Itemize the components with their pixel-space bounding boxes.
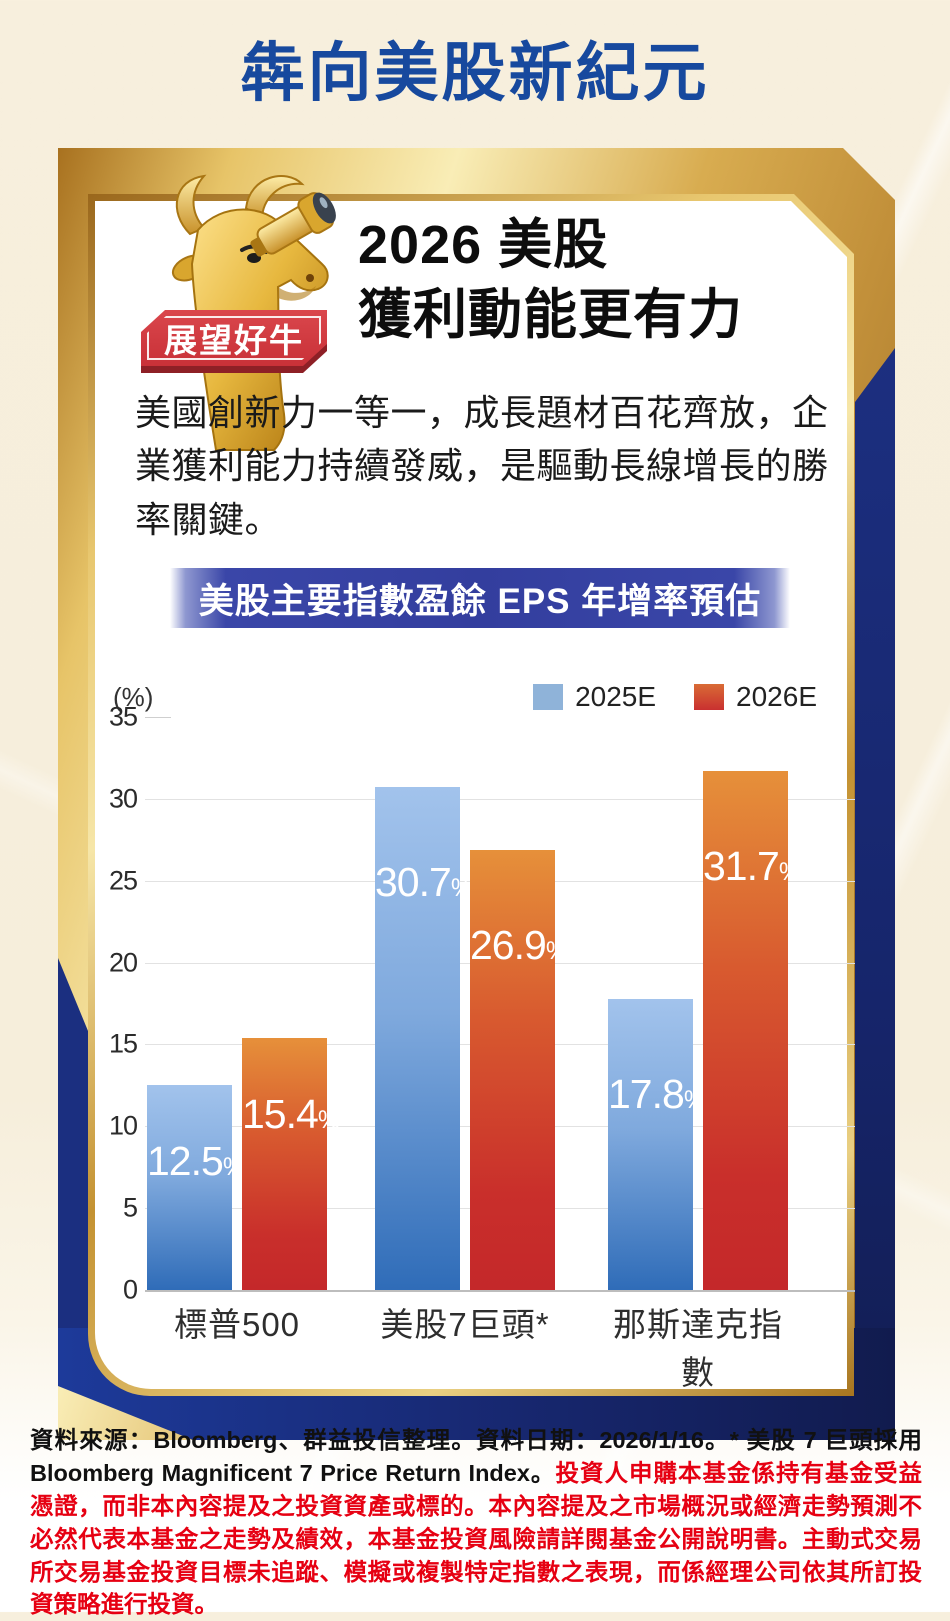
gridline	[145, 798, 855, 800]
bar-group: 30.7% 26.9%	[375, 717, 568, 1290]
card-body-text: 美國創新力一等一，成長題材百花齊放，企業獲利能力持續發威，是驅動長線增長的勝率關…	[135, 392, 829, 540]
bar-2025E: 17.8%	[608, 998, 706, 1290]
bar-2026E: 26.9%	[470, 849, 568, 1290]
x-axis-category-label: 美股7巨頭*	[380, 1306, 550, 1343]
footer-source-text: 資料來源：Bloomberg、群益投信整理。資料日期：2026/1/16。* 美…	[30, 1427, 922, 1486]
bar-value-label: 26.9%	[470, 921, 568, 968]
footer-disclaimer: 資料來源：Bloomberg、群益投信整理。資料日期：2026/1/16。* 美…	[30, 1424, 922, 1621]
bar-2026E: 15.4%	[242, 1037, 340, 1290]
y-axis-tick: 20	[108, 947, 138, 978]
badge-label: 展望好牛	[164, 322, 304, 359]
legend-item-2025E: 2025E	[533, 681, 656, 713]
bar-2025E: 30.7%	[375, 787, 473, 1290]
y-axis-tick: 35	[108, 701, 138, 732]
page-title: 犇向美股新紀元	[240, 37, 710, 109]
bar-value-label: 30.7%	[375, 859, 473, 906]
card-heading: 2026 美股 獲利動能更有力	[358, 210, 828, 350]
y-axis-tick: 0	[122, 1274, 138, 1305]
chart-title-banner: 美股主要指數盈餘 EPS 年增率預估	[170, 568, 790, 628]
gridline	[145, 717, 171, 718]
y-axis-tick: 15	[108, 1028, 138, 1059]
card-heading-line2: 獲利動能更有力	[358, 285, 743, 346]
y-axis-tick: 10	[108, 1110, 138, 1141]
chart-title: 美股主要指數盈餘 EPS 年增率預估	[198, 581, 762, 621]
telescope-icon	[250, 192, 336, 257]
eps-bar-chart: (%) 2025E 2026E 0 5 10 15 20 25 30 35 標普500 12.5% 1…	[105, 655, 865, 1391]
axis-baseline	[145, 1290, 855, 1292]
legend-label: 2026E	[736, 681, 817, 712]
badge-inner-border	[147, 316, 321, 360]
legend-item-2026E: 2026E	[694, 681, 817, 713]
y-axis-tick: 30	[108, 783, 138, 814]
legend-swatch	[533, 684, 564, 710]
legend-swatch	[694, 684, 725, 710]
bar-value-label: 12.5%	[147, 1138, 245, 1185]
y-axis-tick: 25	[108, 865, 138, 896]
bar-value-label: 15.4%	[242, 1090, 340, 1137]
navy-accent-right	[855, 348, 895, 1440]
badge-ribbon: 展望好牛	[141, 310, 327, 366]
card-heading-line1: 2026 美股	[358, 215, 609, 275]
chart-plot: 0 5 10 15 20 25 30 35 標普500 12.5% 15.4% 美股7巨頭* 30.7%…	[109, 702, 855, 1391]
footer-disclaimer-text: 投資人申購本基金係持有基金受益憑證，而非本內容提及之投資資產或標的。本內容提及之…	[30, 1459, 923, 1618]
x-axis-category-label: 那斯達克指數	[613, 1306, 783, 1391]
chart-legend: 2025E 2026E	[533, 681, 817, 713]
bar-group: 17.8% 31.7%	[608, 717, 801, 1290]
bar-value-label: 31.7%	[703, 843, 801, 890]
main-card: 展望好牛 2026 美股 獲利動能更有力 美國創新力一等一，成長題材百花齊放，企…	[58, 148, 895, 1440]
bar-group: 12.5% 15.4%	[147, 717, 340, 1290]
bar-value-label: 17.8%	[608, 1070, 706, 1117]
legend-label: 2025E	[575, 681, 657, 712]
y-axis-tick: 5	[122, 1192, 138, 1223]
y-axis-unit-label: (%)	[113, 682, 154, 712]
bar-2025E: 12.5%	[147, 1085, 245, 1290]
bar-2026E: 31.7%	[703, 771, 801, 1290]
x-axis-category-label: 標普500	[173, 1306, 301, 1343]
